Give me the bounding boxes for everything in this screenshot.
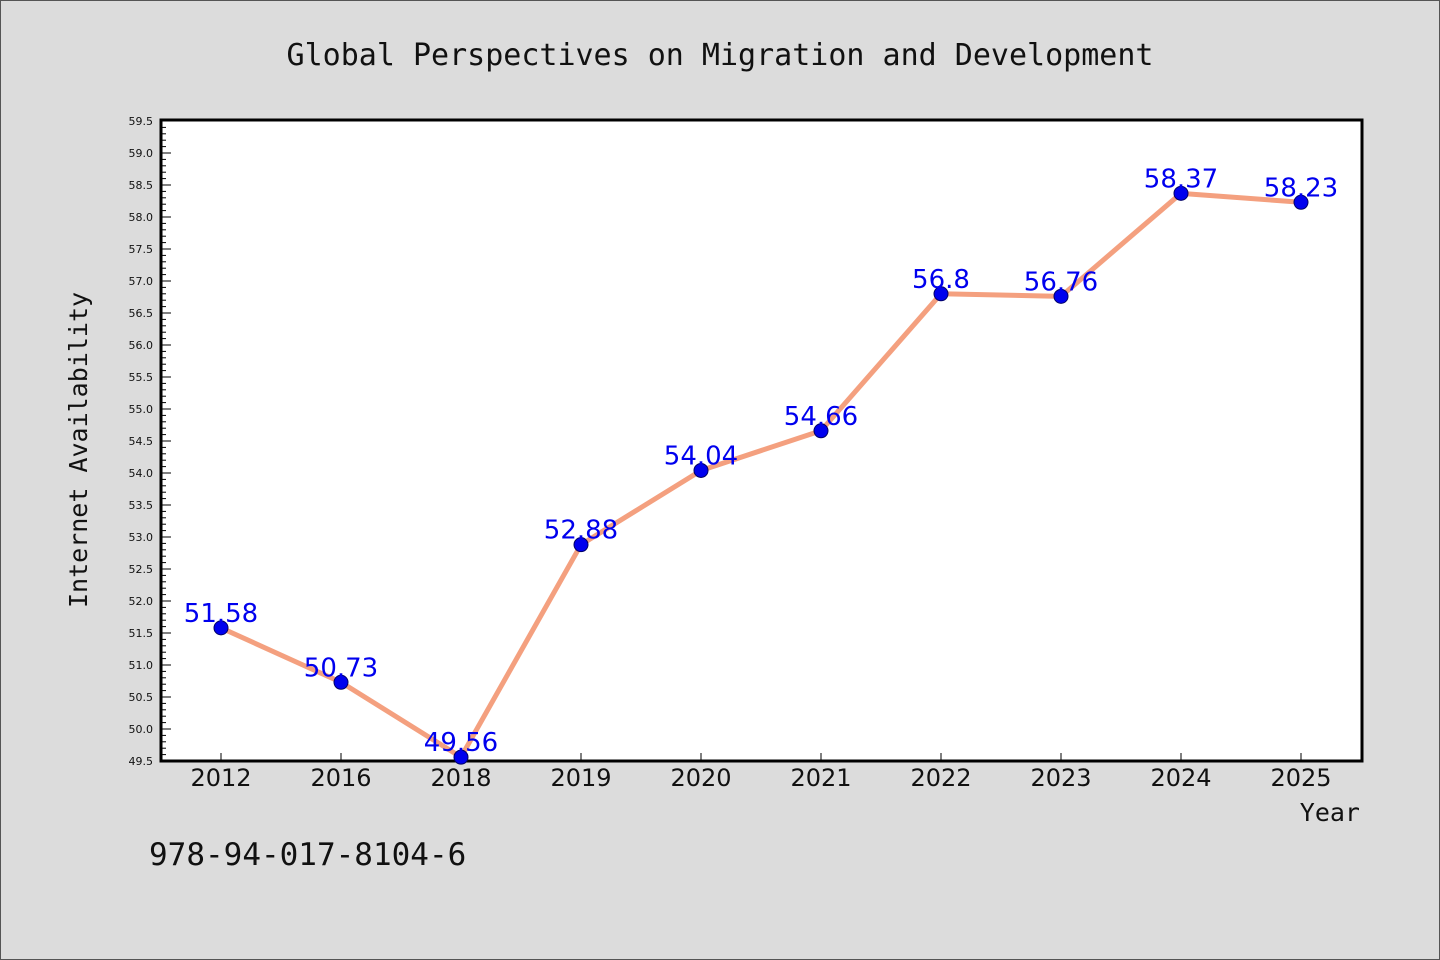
x-axis-ticks: 2012 2016 2018 2019 2020 2021 2022 2023 2024 2025 [190,753,1332,792]
x-tick-label: 2025 [1270,764,1331,792]
data-point [333,674,349,690]
footer-code: 978-94-017-8104-6 [149,837,466,873]
y-tick-label: 56.0 [129,339,154,352]
y-tick-label: 55.0 [129,403,154,416]
x-axis-label: Year [1300,798,1360,827]
y-tick-label: 50.5 [129,691,154,704]
plot-area [159,118,1364,763]
data-point [933,286,949,302]
y-tick-label: 53.5 [129,499,154,512]
y-tick-label: 50.0 [129,723,154,736]
y-tick-label: 52.5 [129,563,154,576]
data-point [453,749,469,765]
data-label: 49.56 [424,728,498,758]
y-tick-label: 59.0 [129,147,154,160]
x-tick-label: 2023 [1030,764,1091,792]
y-tick-label: 57.0 [129,275,154,288]
data-point [1173,185,1189,201]
y-tick-label: 58.0 [129,211,154,224]
y-tick-label: 57.5 [129,243,154,256]
data-label: 56.8 [912,265,970,295]
x-tick-label: 2016 [310,764,371,792]
x-tick-label: 2018 [430,764,491,792]
data-label: 52.88 [544,516,618,546]
data-point [813,423,829,439]
x-tick-label: 2020 [670,764,731,792]
data-labels: 51.58 50.73 49.56 52.88 54.04 54.66 56.8 56.76 5… [184,164,1338,758]
data-point [1053,288,1069,304]
y-axis-label: Internet Availability [64,292,93,608]
data-label: 58.23 [1264,173,1338,203]
data-label: 54.66 [784,402,858,432]
y-tick-label: 49.5 [129,755,154,768]
y-tick-label: 54.5 [129,435,154,448]
data-markers [213,185,1309,765]
x-tick-label: 2022 [910,764,971,792]
y-tick-label: 55.5 [129,371,154,384]
y-tick-label: 53.0 [129,531,154,544]
data-label: 54.04 [664,441,738,471]
data-point [573,537,589,553]
series-line [219,190,1302,760]
x-tick-label: 2012 [190,764,251,792]
y-tick-label: 51.0 [129,659,154,672]
data-label: 51.58 [184,599,258,629]
y-tick-label: 59.5 [129,115,154,128]
chart-title: Global Perspectives on Migration and Dev… [287,38,1154,73]
x-tick-label: 2021 [790,764,851,792]
data-label: 56.76 [1024,267,1098,297]
data-point [213,620,229,636]
y-tick-label: 54.0 [129,467,154,480]
data-point [693,462,709,478]
y-tick-label: 52.0 [129,595,154,608]
y-tick-label: 51.5 [129,627,154,640]
data-label: 58.37 [1144,164,1218,194]
x-tick-label: 2024 [1150,764,1211,792]
data-label: 50.73 [304,653,378,683]
y-axis-ticks: 49.5 50.0 50.5 51.0 51.5 52.0 52.5 53.0 53.5 54.0… [129,115,171,768]
data-point [1293,194,1309,210]
x-tick-label: 2019 [550,764,611,792]
y-tick-label: 58.5 [129,179,154,192]
y-tick-label: 56.5 [129,307,154,320]
